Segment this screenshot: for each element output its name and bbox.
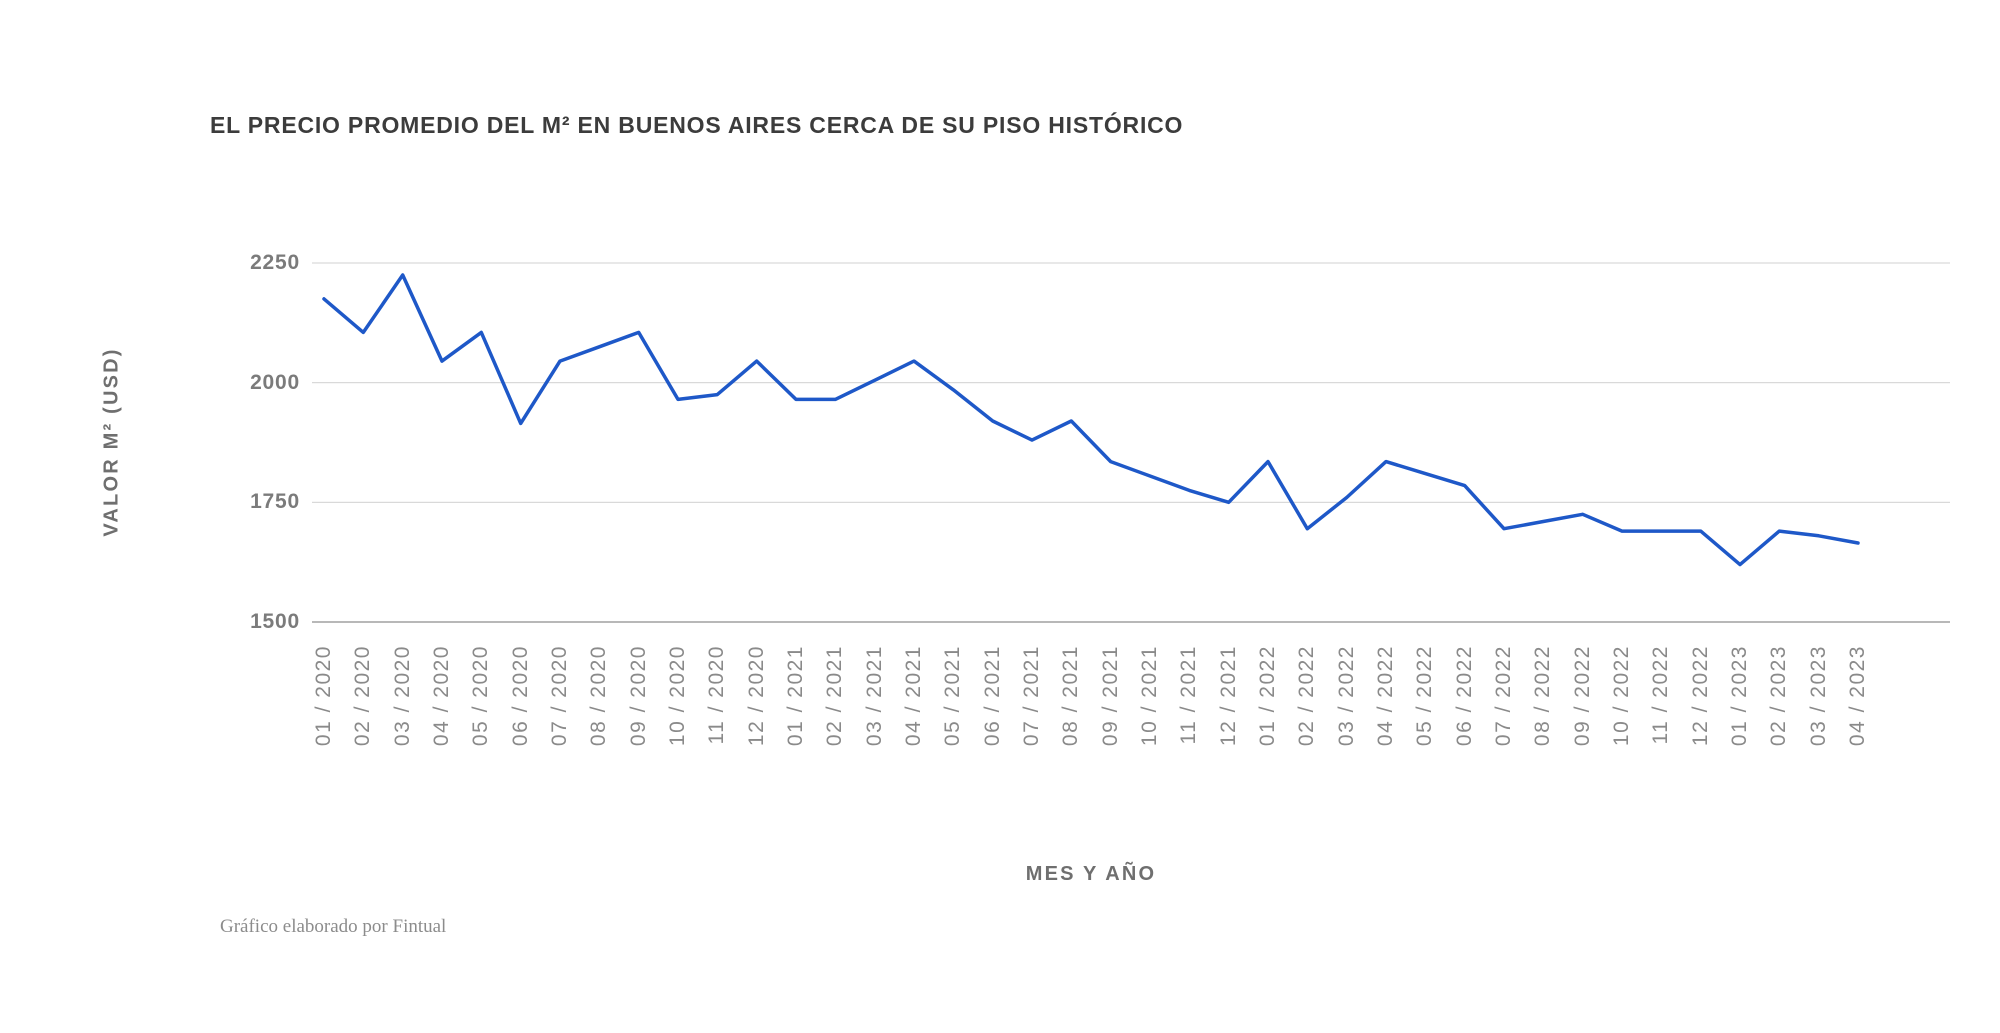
x-tick-label: 07 / 2020 bbox=[548, 645, 571, 747]
x-tick-label: 05 / 2020 bbox=[469, 645, 493, 747]
x-tick-label: 05 / 2022 bbox=[1413, 645, 1437, 747]
x-tick-label: 12 / 2021 bbox=[1216, 645, 1240, 747]
x-tick-label: 03 / 2023 bbox=[1806, 645, 1830, 747]
x-tick-label: 05 / 2021 bbox=[941, 645, 965, 747]
y-tick-label-1500: 1500 bbox=[250, 610, 300, 633]
x-tick-label: 04 / 2023 bbox=[1846, 645, 1869, 747]
x-tick-label: 12 / 2022 bbox=[1688, 645, 1712, 747]
x-tick-label: 10 / 2022 bbox=[1610, 645, 1633, 747]
y-tick-label-2250: 2250 bbox=[250, 251, 300, 274]
x-tick-label: 09 / 2022 bbox=[1570, 645, 1594, 747]
x-tick-label: 01 / 2021 bbox=[784, 645, 807, 747]
x-tick-label: 10 / 2021 bbox=[1138, 645, 1161, 747]
x-tick-label: 07 / 2022 bbox=[1492, 645, 1515, 747]
x-tick-label: 04 / 2022 bbox=[1374, 645, 1397, 747]
x-tick-label: 02 / 2022 bbox=[1295, 645, 1319, 747]
x-tick-label: 10 / 2020 bbox=[666, 645, 689, 747]
x-axis-title: MES Y AÑO bbox=[1025, 863, 1157, 885]
x-tick-label: 07 / 2021 bbox=[1020, 645, 1043, 747]
x-tick-label: 01 / 2020 bbox=[312, 645, 335, 747]
x-tick-label: 11 / 2020 bbox=[705, 645, 729, 745]
footer-credit: Gráfico elaborado por Fintual bbox=[220, 916, 447, 937]
chart-title: EL PRECIO PROMEDIO DEL M² EN BUENOS AIRE… bbox=[210, 112, 1184, 138]
x-tick-label: 01 / 2022 bbox=[1256, 645, 1279, 747]
y-tick-label-1750: 1750 bbox=[250, 490, 300, 514]
x-tick-label: 04 / 2021 bbox=[902, 645, 925, 747]
x-tick-label: 02 / 2020 bbox=[351, 645, 375, 747]
x-tick-label: 08 / 2020 bbox=[587, 645, 611, 747]
x-tick-label: 11 / 2021 bbox=[1177, 645, 1201, 745]
x-tick-label: 03 / 2020 bbox=[390, 645, 414, 747]
x-tick-label: 09 / 2020 bbox=[626, 645, 650, 747]
x-tick-label: 06 / 2020 bbox=[508, 645, 532, 747]
x-tick-label: 12 / 2020 bbox=[744, 645, 768, 747]
x-tick-label: 04 / 2020 bbox=[430, 645, 453, 747]
y-tick-label-2000: 2000 bbox=[250, 370, 300, 394]
x-tick-label: 03 / 2021 bbox=[862, 645, 886, 747]
x-tick-label: 06 / 2022 bbox=[1452, 645, 1476, 747]
gridlines bbox=[312, 262, 1950, 623]
x-tick-label: 06 / 2021 bbox=[980, 645, 1004, 747]
x-tick-label: 08 / 2022 bbox=[1531, 645, 1555, 747]
x-tick-label: 03 / 2022 bbox=[1334, 645, 1358, 747]
x-tick-label: 02 / 2023 bbox=[1767, 645, 1791, 747]
x-tick-label: 02 / 2021 bbox=[823, 645, 847, 747]
x-tick-label: 08 / 2021 bbox=[1059, 645, 1083, 747]
x-tick-label: 09 / 2021 bbox=[1098, 645, 1122, 747]
price-line bbox=[322, 273, 1860, 567]
x-tick-label: 01 / 2023 bbox=[1728, 645, 1751, 747]
x-tick-label: 11 / 2022 bbox=[1649, 645, 1673, 745]
